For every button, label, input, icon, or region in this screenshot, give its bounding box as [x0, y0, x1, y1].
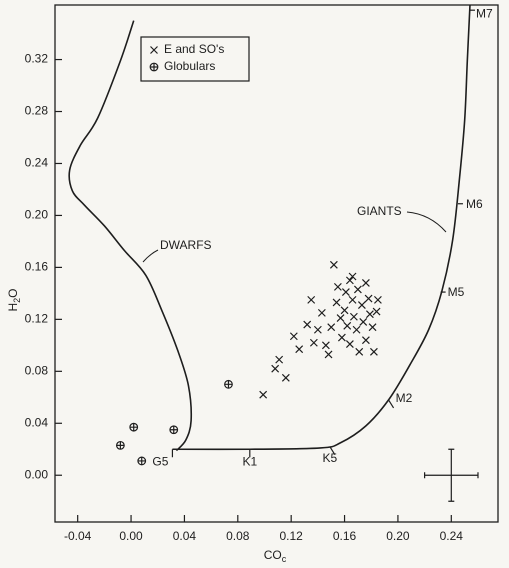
- legend-label: E and SO's: [164, 42, 224, 56]
- circle-plus-marker: [224, 379, 233, 389]
- y-tick-label: 0.04: [25, 415, 49, 429]
- spectral-label: M7: [476, 6, 493, 20]
- x-marker: [333, 282, 342, 291]
- circle-plus-marker: [169, 425, 179, 435]
- x-marker: [321, 341, 330, 350]
- y-axis-title-end: O: [6, 288, 20, 297]
- x-marker: [337, 333, 346, 342]
- y-axis-title: H2O: [6, 288, 22, 311]
- x-tick-label: 0.16: [333, 529, 357, 543]
- x-marker: [271, 364, 280, 373]
- x-marker: [373, 295, 382, 304]
- y-axis-title-main: H: [6, 303, 20, 312]
- y-tick-label: 0.12: [25, 312, 49, 326]
- x-marker: [361, 336, 370, 345]
- x-marker: [281, 373, 290, 382]
- x-tick-label: -0.04: [64, 529, 92, 543]
- x-marker: [336, 314, 345, 322]
- x-marker: [364, 294, 373, 303]
- x-axis-title: COc: [264, 548, 287, 564]
- x-marker: [355, 347, 364, 356]
- y-tick-label: 0.08: [25, 363, 49, 377]
- y-tick-label: 0.24: [25, 156, 49, 170]
- x-marker: [348, 295, 357, 304]
- x-marker: [303, 320, 312, 329]
- spectral-label: M5: [448, 285, 465, 299]
- x-tick-label: 0.04: [173, 529, 197, 543]
- x-marker: [365, 310, 374, 319]
- x-marker: [275, 355, 284, 364]
- spectral-label: K5: [323, 451, 338, 465]
- y-tick-label: 0.32: [25, 52, 49, 66]
- y-axis-title-sub: 2: [12, 298, 22, 303]
- x-marker: [313, 325, 322, 334]
- x-marker: [359, 318, 368, 326]
- x-marker: [332, 298, 341, 307]
- spectral-label: K1: [242, 454, 257, 468]
- plot-frame: [54, 4, 499, 523]
- x-marker: [353, 285, 362, 294]
- circle-plus-marker: [137, 456, 147, 466]
- curve: [68, 20, 193, 452]
- x-marker: [327, 323, 336, 332]
- x-marker: [345, 276, 354, 285]
- series-group: [259, 260, 382, 399]
- curve-leader: [142, 249, 159, 263]
- x-marker: [352, 325, 361, 334]
- x-marker: [307, 295, 316, 304]
- curve-leader: [406, 211, 447, 233]
- x-marker: [309, 338, 318, 347]
- x-marker: [372, 307, 381, 316]
- spectral-tick: [388, 399, 395, 409]
- legend-label: Globulars: [164, 59, 215, 73]
- x-tick-label: 0.20: [386, 529, 410, 543]
- curve-label: DWARFS: [160, 238, 212, 252]
- spectral-label: M2: [396, 391, 413, 405]
- x-marker: [329, 260, 338, 269]
- x-tick-label: 0.00: [119, 529, 143, 543]
- x-tick-label: 0.08: [226, 529, 250, 543]
- x-marker: [357, 301, 366, 309]
- x-axis-title-sub: c: [282, 554, 287, 564]
- x-marker: [368, 323, 377, 332]
- x-marker: [361, 279, 370, 287]
- series-group: [115, 379, 233, 466]
- x-marker: [340, 306, 349, 315]
- curve: [172, 4, 471, 451]
- x-marker: [343, 321, 352, 330]
- x-marker: [150, 46, 158, 54]
- x-marker: [259, 390, 268, 399]
- x-axis-title-main: CO: [264, 548, 282, 562]
- y-tick-label: 0.16: [25, 260, 49, 274]
- y-tick-label: 0.20: [25, 208, 49, 222]
- legend-box: [140, 36, 250, 82]
- x-marker: [289, 332, 298, 341]
- x-tick-label: 0.12: [279, 529, 303, 543]
- x-marker: [369, 347, 378, 356]
- error-bar-y: [448, 448, 455, 502]
- y-tick-label: 0.00: [25, 467, 49, 481]
- x-marker: [295, 345, 304, 354]
- circle-plus-marker: [115, 440, 125, 450]
- x-marker: [317, 308, 326, 317]
- x-tick-label: 0.24: [440, 529, 464, 543]
- circle-plus-marker: [149, 62, 159, 72]
- x-marker: [341, 288, 350, 297]
- x-marker: [345, 340, 354, 348]
- curve-label: GIANTS: [357, 204, 402, 218]
- spectral-label: M6: [466, 197, 483, 211]
- spectral-tick: [329, 446, 336, 455]
- spectral-label: G5: [152, 454, 168, 468]
- x-marker: [349, 312, 358, 321]
- y-tick-label: 0.28: [25, 104, 49, 118]
- x-marker: [348, 272, 357, 281]
- circle-plus-marker: [129, 422, 139, 432]
- x-marker: [324, 350, 333, 359]
